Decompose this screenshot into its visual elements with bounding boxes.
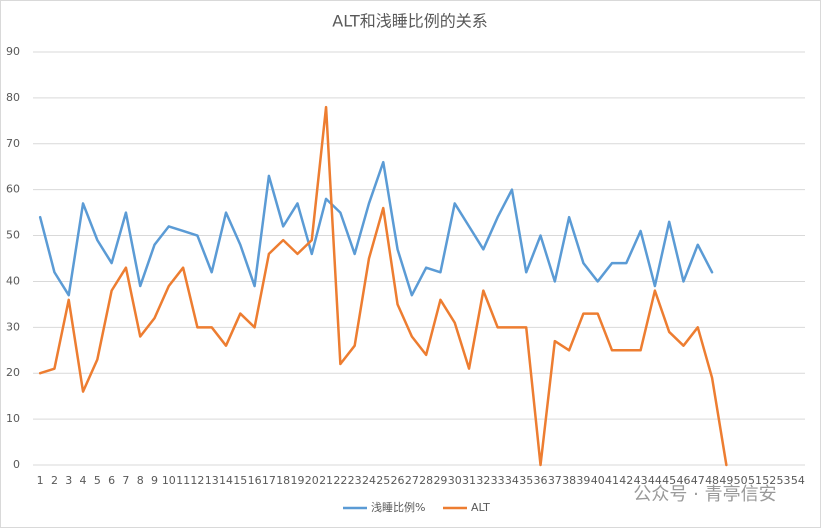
x-tick-label: 44 — [648, 474, 662, 487]
x-tick-label: 26 — [391, 474, 405, 487]
y-tick-label: 70 — [6, 137, 20, 150]
x-tick-label: 35 — [519, 474, 533, 487]
x-tick-label: 42 — [619, 474, 633, 487]
x-tick-label: 47 — [691, 474, 705, 487]
x-tick-label: 48 — [705, 474, 719, 487]
x-tick-label: 54 — [791, 474, 805, 487]
x-tick-label: 1 — [37, 474, 44, 487]
x-tick-label: 8 — [137, 474, 144, 487]
series-line — [38, 105, 728, 467]
x-tick-label: 46 — [676, 474, 690, 487]
x-tick-label: 6 — [108, 474, 115, 487]
y-tick-label: 20 — [6, 366, 20, 379]
series-line — [38, 160, 714, 297]
x-tick-label: 41 — [605, 474, 619, 487]
x-tick-label: 29 — [433, 474, 447, 487]
x-tick-label: 19 — [290, 474, 304, 487]
x-tick-label: 14 — [219, 474, 233, 487]
x-tick-label: 43 — [634, 474, 648, 487]
y-tick-label: 80 — [6, 91, 20, 104]
x-tick-label: 50 — [734, 474, 748, 487]
y-tick-label: 40 — [6, 274, 20, 287]
x-tick-label: 25 — [376, 474, 390, 487]
x-tick-label: 11 — [176, 474, 190, 487]
x-tick-label: 37 — [548, 474, 562, 487]
x-tick-label: 34 — [505, 474, 519, 487]
x-tick-label: 31 — [462, 474, 476, 487]
x-tick-label: 10 — [162, 474, 176, 487]
x-tick-label: 33 — [491, 474, 505, 487]
watermark: 公众号 · 青亭信安 — [633, 484, 776, 505]
chart-title: ALT和浅睡比例的关系 — [332, 12, 487, 31]
y-tick-label: 0 — [13, 458, 20, 471]
x-tick-label: 23 — [348, 474, 362, 487]
x-tick-label: 13 — [205, 474, 219, 487]
x-tick-label: 7 — [122, 474, 129, 487]
x-tick-label: 38 — [562, 474, 576, 487]
x-tick-label: 21 — [319, 474, 333, 487]
x-tick-label: 30 — [448, 474, 462, 487]
x-tick-label: 40 — [591, 474, 605, 487]
x-tick-label: 24 — [362, 474, 376, 487]
x-tick-label: 36 — [534, 474, 548, 487]
x-tick-label: 45 — [662, 474, 676, 487]
legend-label: 浅睡比例% — [371, 500, 425, 514]
x-tick-label: 12 — [190, 474, 204, 487]
x-tick-label: 5 — [94, 474, 101, 487]
x-tick-label: 20 — [305, 474, 319, 487]
x-tick-label: 22 — [333, 474, 347, 487]
x-tick-label: 17 — [262, 474, 276, 487]
y-tick-label: 10 — [6, 412, 20, 425]
y-tick-label: 30 — [6, 320, 20, 333]
x-tick-label: 52 — [762, 474, 776, 487]
y-tick-label: 60 — [6, 183, 20, 196]
x-tick-label: 39 — [576, 474, 590, 487]
x-tick-label: 18 — [276, 474, 290, 487]
y-tick-label: 90 — [6, 45, 20, 58]
x-tick-label: 51 — [748, 474, 762, 487]
x-tick-label: 15 — [233, 474, 247, 487]
x-tick-label: 49 — [719, 474, 733, 487]
legend-label: ALT — [471, 501, 490, 514]
x-tick-label: 3 — [65, 474, 72, 487]
x-tick-label: 28 — [419, 474, 433, 487]
y-tick-label: 50 — [6, 229, 20, 242]
x-tick-label: 2 — [51, 474, 58, 487]
x-tick-label: 32 — [476, 474, 490, 487]
x-tick-label: 9 — [151, 474, 158, 487]
x-tick-label: 53 — [777, 474, 791, 487]
x-tick-label: 27 — [405, 474, 419, 487]
x-tick-label: 4 — [80, 474, 87, 487]
x-tick-label: 16 — [248, 474, 262, 487]
